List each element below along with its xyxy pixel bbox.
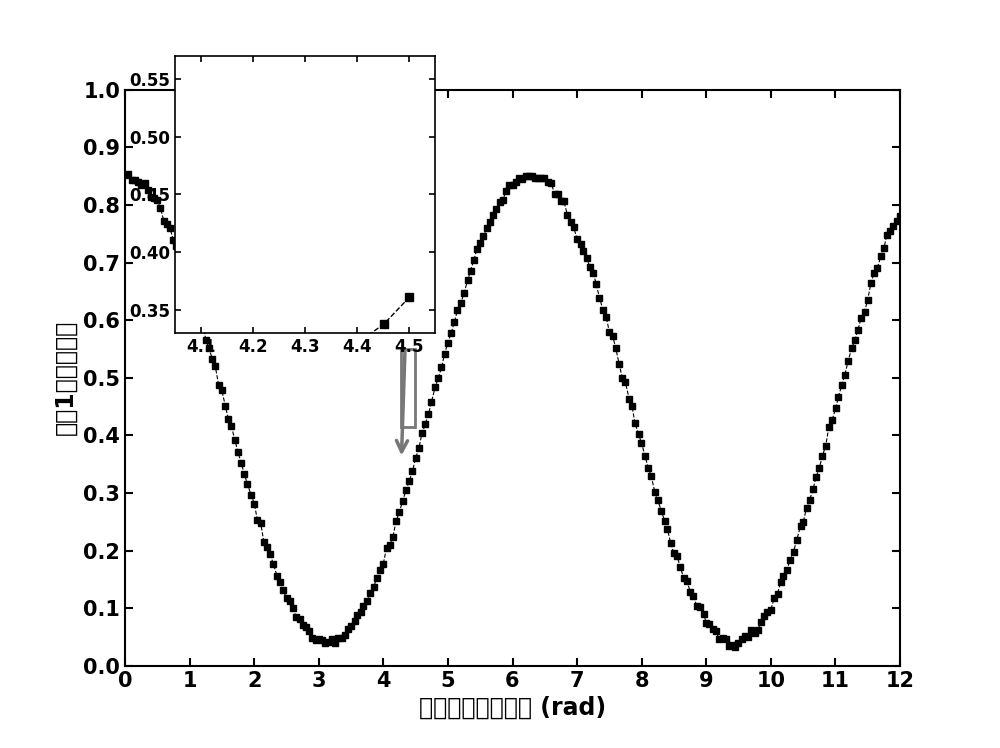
Y-axis label: 能级1相对布居数: 能级1相对布居数 <box>54 320 78 435</box>
Bar <box>401 349 415 426</box>
X-axis label: 两束拉曼光相位差 (rad): 两束拉曼光相位差 (rad) <box>419 696 606 720</box>
